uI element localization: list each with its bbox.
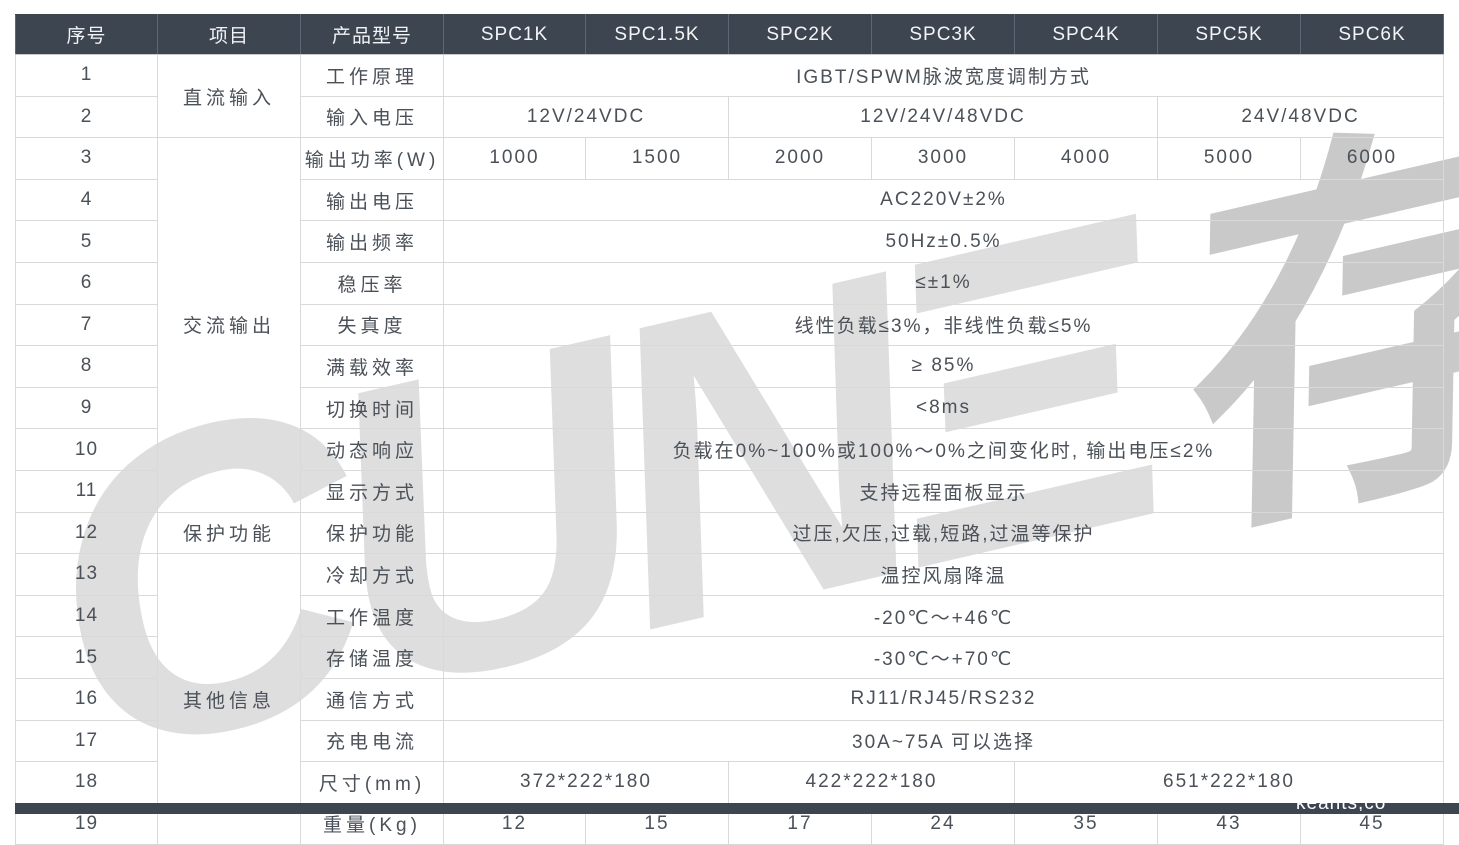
value-cell-2-0: 12V/24VDC: [443, 95, 729, 139]
table-row-13: 13 其他信息 冷却方式 温控风扇降温: [15, 553, 1444, 845]
value-cell-3-1: 1500: [585, 137, 729, 180]
value-cell-17-0: 30A~75A 可以选择: [443, 719, 1444, 763]
value-cell-6-0: ≤±1%: [443, 261, 1444, 305]
item-label: 输出电压: [300, 178, 444, 222]
row-number: 13: [15, 553, 158, 596]
row-number: 3: [15, 137, 158, 180]
item-label: 输入电压: [300, 95, 444, 139]
item-label: 工作原理: [300, 54, 444, 97]
row-number: 1: [15, 54, 158, 97]
table-row-2: 2 输入电压 12V/24VDC 12V/24V/48VDC 24V/48VDC: [15, 95, 1444, 139]
item-label: 输出功率(W): [300, 137, 444, 180]
table-row-17: 17 充电电流 30A~75A 可以选择: [15, 719, 1444, 763]
header-cell-3: SPC1K: [443, 14, 586, 55]
table-row-15: 15 存储温度 -30℃～+70℃: [15, 636, 1444, 679]
group-label: 保护功能: [157, 511, 301, 555]
item-label: 保护功能: [300, 511, 444, 555]
item-label: 冷却方式: [300, 553, 444, 596]
header-cell-9: SPC6K: [1300, 14, 1444, 55]
row-number: 8: [15, 345, 158, 388]
row-number: 12: [15, 511, 158, 555]
header-cell-2: 产品型号: [300, 14, 444, 55]
table-row-3: 3 交流输出 输出功率(W) 1000 1500 2000 3000 4000 5000 6000: [15, 137, 1444, 513]
value-cell-3-2: 2000: [728, 137, 872, 180]
header-cell-6: SPC3K: [871, 14, 1015, 55]
item-label: 工作温度: [300, 594, 444, 638]
table-row-1: 1 直流输入 工作原理 IGBT/SPWM脉波宽度调制方式: [15, 53, 1444, 139]
value-cell-15-0: -30℃～+70℃: [443, 636, 1444, 679]
header-cell-0: 序号: [15, 14, 158, 55]
value-cell-4-0: AC220V±2%: [443, 178, 1444, 222]
table-row-12: 12 保护功能 保护功能 过压,欠压,过载,短路,过温等保护: [15, 511, 1444, 555]
item-label: 充电电流: [300, 719, 444, 763]
table-row-4: 4 输出电压 AC220V±2%: [15, 178, 1444, 222]
header-cell-1: 项目: [157, 14, 301, 55]
header-cell-7: SPC4K: [1014, 14, 1158, 55]
value-cell-3-3: 3000: [871, 137, 1015, 180]
value-cell-1-0: IGBT/SPWM脉波宽度调制方式: [443, 54, 1444, 97]
row-number: 7: [15, 303, 158, 347]
row-number: 4: [15, 178, 158, 222]
item-label: 存储温度: [300, 636, 444, 679]
value-cell-18-1: 422*222*180: [728, 761, 1015, 804]
value-cell-18-0: 372*222*180: [443, 761, 729, 804]
value-cell-10-0: 负载在0%~100%或100%～0%之间变化时, 输出电压≤2%: [443, 428, 1444, 471]
value-cell-18-2: 651*222*180: [1014, 761, 1444, 804]
group-label: 其他信息: [157, 553, 301, 845]
header-row: 序号 项目 产品型号 SPC1K SPC1.5K SPC2K SPC3K SPC4K SPC5K…: [15, 14, 1444, 55]
value-cell-9-0: <8ms: [443, 386, 1444, 430]
row-number: 2: [15, 95, 158, 139]
value-cell-14-0: -20℃～+46℃: [443, 594, 1444, 638]
value-cell-13-0: 温控风扇降温: [443, 553, 1444, 596]
row-number: 11: [15, 469, 158, 513]
header-cell-8: SPC5K: [1157, 14, 1301, 55]
item-label: 输出频率: [300, 220, 444, 263]
item-label: 失真度: [300, 303, 444, 347]
value-cell-3-0: 1000: [443, 137, 586, 180]
table-row-18: 18 尺寸(mm) 372*222*180 422*222*180 651*222*18…: [15, 761, 1444, 804]
table-row-8: 8 满载效率 ≥ 85%: [15, 345, 1444, 388]
row-number: 6: [15, 261, 158, 305]
row-number: 15: [15, 636, 158, 679]
site-watermark-text: keants,co: [1296, 794, 1387, 811]
value-cell-11-0: 支持远程面板显示: [443, 469, 1444, 513]
group-label: 交流输出: [157, 137, 301, 513]
value-cell-3-6: 6000: [1300, 137, 1444, 180]
table-body: 1 直流输入 工作原理 IGBT/SPWM脉波宽度调制方式 2 输入电压 12V/24VDC…: [15, 53, 1444, 845]
row-number: 10: [15, 428, 158, 471]
item-label: 显示方式: [300, 469, 444, 513]
value-cell-8-0: ≥ 85%: [443, 345, 1444, 388]
group-label: 直流输入: [157, 53, 301, 139]
value-cell-3-5: 5000: [1157, 137, 1301, 180]
value-cell-3-4: 4000: [1014, 137, 1158, 180]
item-label: 稳压率: [300, 261, 444, 305]
row-number: 5: [15, 220, 158, 263]
header-cell-5: SPC2K: [728, 14, 872, 55]
item-label: 切换时间: [300, 386, 444, 430]
header-cell-4: SPC1.5K: [585, 14, 729, 55]
table-row-11: 11 显示方式 支持远程面板显示: [15, 469, 1444, 513]
row-number: 14: [15, 594, 158, 638]
row-number: 17: [15, 719, 158, 763]
value-cell-5-0: 50Hz±0.5%: [443, 220, 1444, 263]
table-row-5: 5 输出频率 50Hz±0.5%: [15, 220, 1444, 263]
item-label: 动态响应: [300, 428, 444, 471]
value-cell-2-1: 12V/24V/48VDC: [728, 95, 1158, 139]
value-cell-12-0: 过压,欠压,过载,短路,过温等保护: [443, 511, 1444, 555]
value-cell-7-0: 线性负载≤3%，非线性负载≤5%: [443, 303, 1444, 347]
value-cell-2-2: 24V/48VDC: [1157, 95, 1444, 139]
row-number: 9: [15, 386, 158, 430]
item-label: 尺寸(mm): [300, 761, 444, 804]
item-label: 满载效率: [300, 345, 444, 388]
row-number: 16: [15, 677, 158, 721]
table-row-6: 6 稳压率 ≤±1%: [15, 261, 1444, 305]
bottom-bar: [15, 803, 1459, 814]
table-header: 序号 项目 产品型号 SPC1K SPC1.5K SPC2K SPC3K SPC4K SPC5K…: [15, 14, 1444, 55]
value-cell-16-0: RJ11/RJ45/RS232: [443, 677, 1444, 721]
item-label: 通信方式: [300, 677, 444, 721]
spec-table: 序号 项目 产品型号 SPC1K SPC1.5K SPC2K SPC3K SPC4K SPC5K…: [15, 14, 1444, 845]
table-row-7: 7 失真度 线性负载≤3%，非线性负载≤5%: [15, 303, 1444, 347]
row-number: 18: [15, 761, 158, 804]
table-row-10: 10 动态响应 负载在0%~100%或100%～0%之间变化时, 输出电压≤2%: [15, 428, 1444, 471]
